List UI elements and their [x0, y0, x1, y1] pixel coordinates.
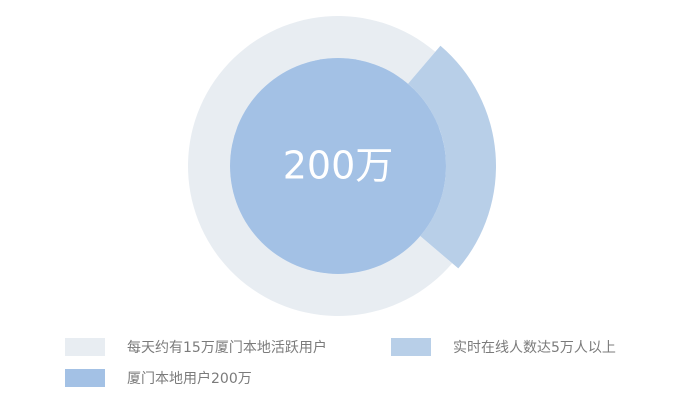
ring-online-users: [408, 45, 497, 269]
ring-active-users: [188, 15, 453, 317]
core-local-users: [230, 58, 446, 274]
center-label: 200万: [283, 144, 394, 188]
